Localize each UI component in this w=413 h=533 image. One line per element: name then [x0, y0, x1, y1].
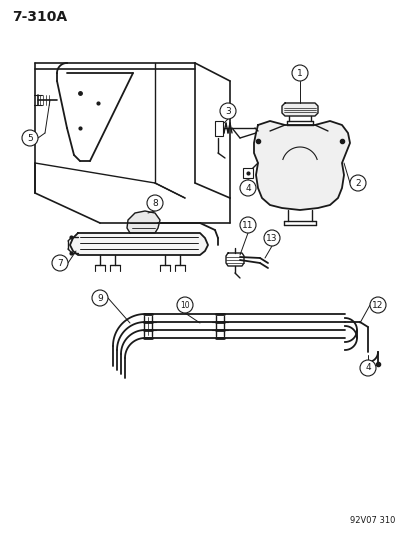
Text: 7: 7 [57, 259, 63, 268]
Polygon shape [127, 211, 159, 233]
Text: 3: 3 [225, 107, 230, 116]
Polygon shape [254, 121, 349, 210]
Text: 9: 9 [97, 294, 102, 303]
Circle shape [240, 180, 255, 196]
Text: 12: 12 [371, 301, 383, 310]
Circle shape [263, 230, 279, 246]
Text: 8: 8 [152, 198, 157, 207]
Circle shape [22, 130, 38, 146]
Circle shape [349, 175, 365, 191]
Text: 92V07 310: 92V07 310 [349, 516, 394, 525]
Circle shape [359, 360, 375, 376]
Circle shape [52, 255, 68, 271]
Text: 7-310A: 7-310A [12, 10, 67, 24]
Bar [242, 168, 252, 178]
Circle shape [147, 195, 163, 211]
Circle shape [240, 217, 255, 233]
Circle shape [291, 65, 307, 81]
Circle shape [219, 103, 235, 119]
Bar [214, 121, 223, 136]
Text: 1: 1 [297, 69, 302, 77]
Text: 2: 2 [354, 179, 360, 188]
Text: 13: 13 [266, 233, 277, 243]
Polygon shape [70, 233, 207, 255]
Text: 10: 10 [180, 301, 189, 310]
Text: 4: 4 [364, 364, 370, 373]
Polygon shape [281, 103, 317, 116]
Text: 5: 5 [27, 133, 33, 142]
Text: 4: 4 [244, 183, 250, 192]
Polygon shape [225, 253, 243, 266]
Text: 11: 11 [242, 221, 253, 230]
Circle shape [177, 297, 192, 313]
Circle shape [92, 290, 108, 306]
Circle shape [369, 297, 385, 313]
